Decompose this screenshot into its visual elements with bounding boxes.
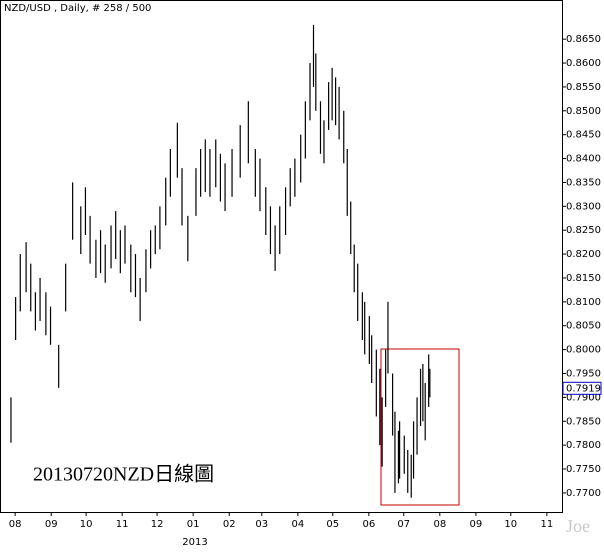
current-price-box xyxy=(562,381,602,395)
y-tick-label: 0.7700 xyxy=(566,488,601,499)
x-tick-label: 02 xyxy=(223,519,236,530)
y-tick-label: 0.8600 xyxy=(566,58,601,69)
y-tick-label: 0.7750 xyxy=(566,464,601,475)
x-tick-label: 09 xyxy=(45,519,58,530)
y-tick-label: 0.8050 xyxy=(566,321,601,332)
x-tick-label: 11 xyxy=(116,519,129,530)
x-tick-label: 08 xyxy=(9,519,22,530)
y-tick-label: 0.7950 xyxy=(566,368,601,379)
y-tick-label: 0.8300 xyxy=(566,201,601,212)
x-tick-label: 03 xyxy=(255,519,268,530)
x-tick-label: 07 xyxy=(397,519,410,530)
y-tick-label: 0.8250 xyxy=(566,225,601,236)
current-price-label: 0.7919 xyxy=(566,383,601,394)
annotation: 20130720NZD日線圖 xyxy=(33,463,214,486)
y-tick-label: 0.7800 xyxy=(566,440,601,451)
y-tick-label: 0.8150 xyxy=(566,273,601,284)
x-tick-label: 06 xyxy=(362,519,375,530)
y-tick-label: 0.7900 xyxy=(566,392,601,403)
x-tick-label: 11 xyxy=(541,519,554,530)
x-tick-label: 09 xyxy=(470,519,483,530)
x-tick-label: 08 xyxy=(433,519,446,530)
year-label: 2013 xyxy=(182,537,207,548)
x-tick-label: 10 xyxy=(80,519,93,530)
y-tick-label: 0.8350 xyxy=(566,177,601,188)
highlight-box xyxy=(380,348,460,506)
x-tick-label: 10 xyxy=(504,519,517,530)
chart-title: NZD/USD , Daily, # 258 / 500 xyxy=(4,3,151,14)
y-tick-label: 0.8100 xyxy=(566,297,601,308)
x-tick-label: 04 xyxy=(292,519,305,530)
y-tick-label: 0.8400 xyxy=(566,154,601,165)
y-tick-label: 0.7850 xyxy=(566,416,601,427)
y-tick-label: 0.8000 xyxy=(566,345,601,356)
watermark: Joe xyxy=(566,516,590,536)
x-tick-label: 01 xyxy=(187,519,200,530)
x-tick-label: 05 xyxy=(326,519,339,530)
plot-frame xyxy=(0,0,563,513)
x-tick-label: 12 xyxy=(151,519,164,530)
y-tick-label: 0.8450 xyxy=(566,130,601,141)
y-tick-label: 0.8200 xyxy=(566,249,601,260)
y-tick-label: 0.8550 xyxy=(566,82,601,93)
y-tick-label: 0.8500 xyxy=(566,106,601,117)
y-tick-label: 0.8650 xyxy=(566,34,601,45)
